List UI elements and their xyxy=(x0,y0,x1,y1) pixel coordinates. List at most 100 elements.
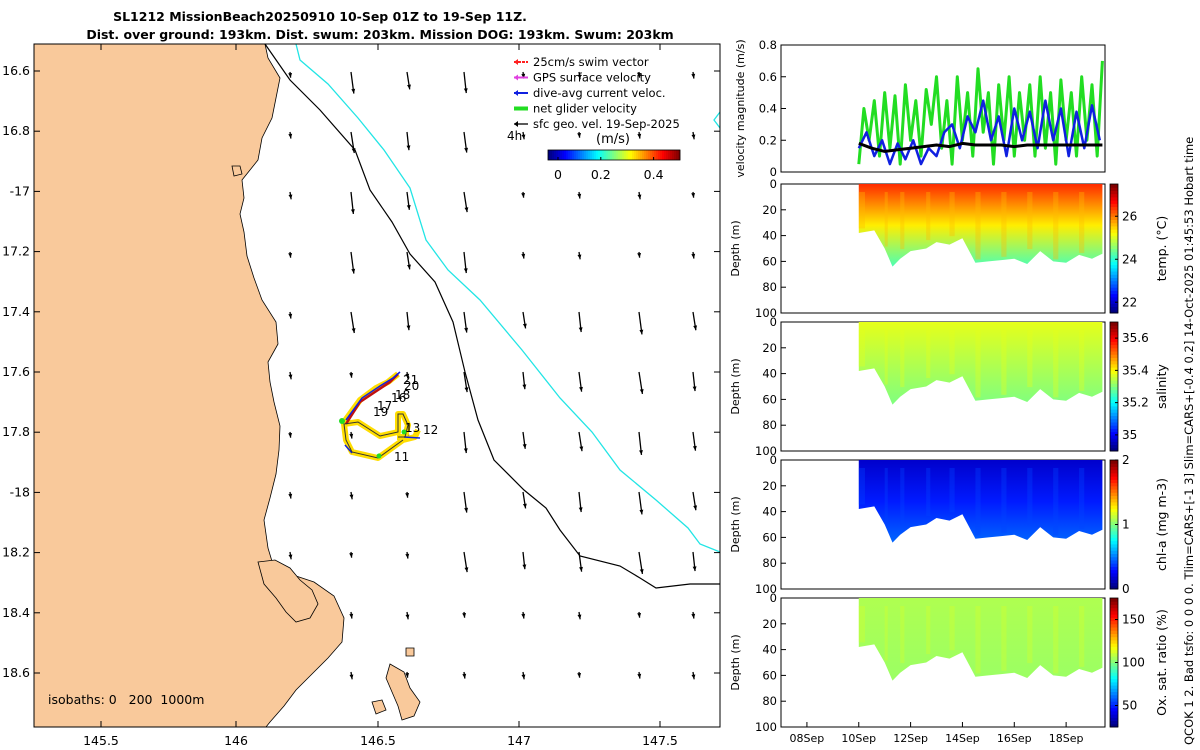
sfc-vector-head xyxy=(577,614,582,620)
colorbar-cell xyxy=(626,150,629,160)
section-colorbar-cell xyxy=(1110,707,1118,712)
section-colorbar-cell xyxy=(1110,322,1118,326)
colorbar-cell xyxy=(638,150,641,160)
colorbar-cell xyxy=(648,150,651,160)
section-stripe xyxy=(1001,468,1007,533)
section-colorbar-title: temp. (°C) xyxy=(1154,216,1169,281)
lat-tick-label: 16.6 xyxy=(2,63,30,78)
lat-tick-label: -18 xyxy=(10,484,30,499)
track-day-label: 13 xyxy=(405,421,420,435)
depth-tick-label: 0 xyxy=(770,315,777,329)
sfc-vector-head xyxy=(639,329,644,335)
section-colorbar-cell xyxy=(1110,290,1118,295)
velocity-series-2 xyxy=(858,141,1103,153)
section-colorbar-cell xyxy=(1110,636,1118,641)
section-colorbar-cell xyxy=(1110,566,1118,571)
section-colorbar-cell xyxy=(1110,479,1118,484)
section-colorbar-cell xyxy=(1110,681,1118,686)
sfc-vector-head xyxy=(637,612,642,618)
track-marker xyxy=(401,429,407,435)
section-colorbar-cell xyxy=(1110,354,1118,358)
colorbar-cell xyxy=(654,150,657,160)
depth-tick-label: 20 xyxy=(762,203,777,217)
velocity-series-1 xyxy=(857,99,1102,166)
track-day-label: 11 xyxy=(394,450,409,464)
section-colorbar-cell xyxy=(1110,196,1118,201)
sfc-vector-head xyxy=(522,384,527,390)
title-line-1: SL1212 MissionBeach20250910 10-Sep 01Z t… xyxy=(113,9,527,24)
colorbar-cell xyxy=(618,150,621,160)
section-colorbar-cell xyxy=(1110,399,1118,404)
colorbar-cell xyxy=(646,150,649,160)
sfc-vector-head xyxy=(521,192,526,198)
glider-track xyxy=(339,371,421,461)
colorbar-cell xyxy=(570,150,573,160)
sfc-vector-head xyxy=(405,553,410,559)
section-colorbar-cell xyxy=(1110,287,1118,291)
section-colorbar-cell xyxy=(1110,251,1118,256)
section-colorbar-cell xyxy=(1110,441,1118,446)
section-colorbar-cell xyxy=(1110,293,1118,298)
sfc-vector-head xyxy=(349,552,354,558)
colorbar-cell xyxy=(598,150,601,160)
lat-tick-label: 16.8 xyxy=(2,123,30,138)
section-colorbar-cell xyxy=(1110,694,1118,699)
section-colorbar-cell xyxy=(1110,668,1118,673)
sfc-vector-head xyxy=(464,507,469,513)
section-colorbar-cell xyxy=(1110,261,1118,266)
colorbar-cell xyxy=(578,150,581,160)
island-small-1 xyxy=(371,699,387,715)
section-colorbar-cell xyxy=(1110,264,1118,269)
section-colorbar-cell xyxy=(1110,556,1118,561)
section-colorbar-cell xyxy=(1110,688,1118,693)
section-colorbar-cell xyxy=(1110,547,1118,551)
section-colorbar-cell xyxy=(1110,213,1118,217)
sfc-vector-head xyxy=(637,194,642,200)
section-colorbar-cell xyxy=(1110,296,1118,301)
depth-tick-label: 60 xyxy=(762,392,777,406)
section-colorbar-cell xyxy=(1110,662,1118,667)
section-colorbar-cell xyxy=(1110,534,1118,538)
lon-tick-label: 147.5 xyxy=(642,733,678,748)
section-colorbar-label: 26 xyxy=(1122,209,1137,223)
section-colorbar-cell xyxy=(1110,367,1118,371)
section-colorbar-cell xyxy=(1110,652,1118,657)
section-colorbar-cell xyxy=(1110,425,1118,429)
sfc-vector-head xyxy=(349,674,354,680)
lon-axis: 145.5 146 146.5 147 147.5 xyxy=(83,44,678,748)
sfc-vector-head xyxy=(691,253,696,259)
section-colorbar-cell xyxy=(1110,245,1118,249)
section-colorbar-label: 35.2 xyxy=(1122,396,1149,410)
sfc-vector-head xyxy=(692,386,697,392)
section-colorbar-label: 35 xyxy=(1122,428,1137,442)
section-stripe xyxy=(949,606,955,651)
island-small-2 xyxy=(231,165,243,177)
section-stripe xyxy=(975,468,981,536)
section-colorbar-cell xyxy=(1110,389,1118,394)
colorbar-cell xyxy=(586,150,589,160)
section-colorbar-cell xyxy=(1110,347,1118,352)
colorbar-cell xyxy=(582,150,585,160)
section-fill xyxy=(858,598,1103,681)
section-colorbar-cell xyxy=(1110,248,1118,253)
section-colorbar-cell xyxy=(1110,482,1118,487)
colorbar-cell xyxy=(612,150,615,160)
section-stripe xyxy=(975,330,981,398)
section-colorbar-cell xyxy=(1110,685,1118,689)
section-colorbar-cell xyxy=(1110,415,1118,420)
colorbar-cell xyxy=(568,150,571,160)
colorbar-cell xyxy=(628,150,631,160)
island-small-3 xyxy=(405,647,415,657)
section-colorbar-cell xyxy=(1110,492,1118,496)
section-colorbar-cell xyxy=(1110,444,1118,449)
sfc-vector-head xyxy=(406,145,411,151)
colorbar-cell xyxy=(666,150,669,160)
section-stripe xyxy=(884,468,888,523)
sfc-vector-head xyxy=(637,673,642,679)
colorbar-cell xyxy=(632,150,635,160)
section-colorbar-cell xyxy=(1110,469,1118,474)
section-colorbar-cell xyxy=(1110,665,1118,670)
sfc-vector-head xyxy=(693,325,698,331)
colorbar-cell xyxy=(588,150,591,160)
